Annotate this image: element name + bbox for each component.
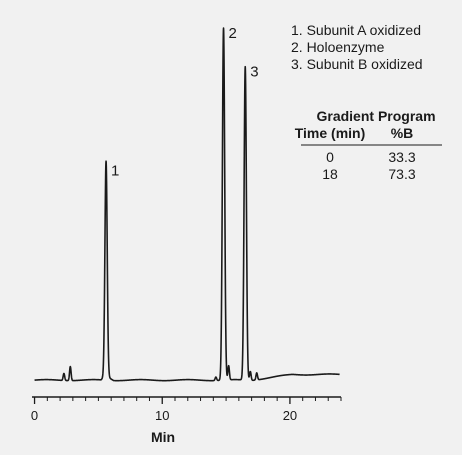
peak-label: 2 bbox=[229, 25, 237, 42]
table-cell: 0 bbox=[326, 149, 334, 165]
table-header: Time (min) bbox=[295, 125, 366, 141]
peak-label: 3 bbox=[250, 64, 258, 81]
peak-label: 1 bbox=[111, 162, 119, 179]
table-cell: 33.3 bbox=[388, 149, 415, 165]
legend-entry: 3. Subunit B oxidized bbox=[291, 56, 423, 72]
x-tick-label: 0 bbox=[31, 408, 38, 423]
x-tick-label: 20 bbox=[283, 408, 297, 423]
legend-entry: 2. Holoenzyme bbox=[291, 39, 385, 55]
table-header: %B bbox=[391, 125, 414, 141]
table-cell: 18 bbox=[322, 166, 338, 182]
x-tick-label: 10 bbox=[155, 408, 169, 423]
peak-labels: 1 2 3 bbox=[111, 25, 259, 179]
chromatogram-trace bbox=[33, 27, 341, 382]
legend-entry: 1. Subunit A oxidized bbox=[291, 22, 421, 38]
x-axis: 0 10 20 Min bbox=[31, 396, 342, 445]
x-axis-title: Min bbox=[151, 429, 175, 445]
table-title: Gradient Program bbox=[316, 108, 435, 124]
table-cell: 73.3 bbox=[388, 166, 415, 182]
